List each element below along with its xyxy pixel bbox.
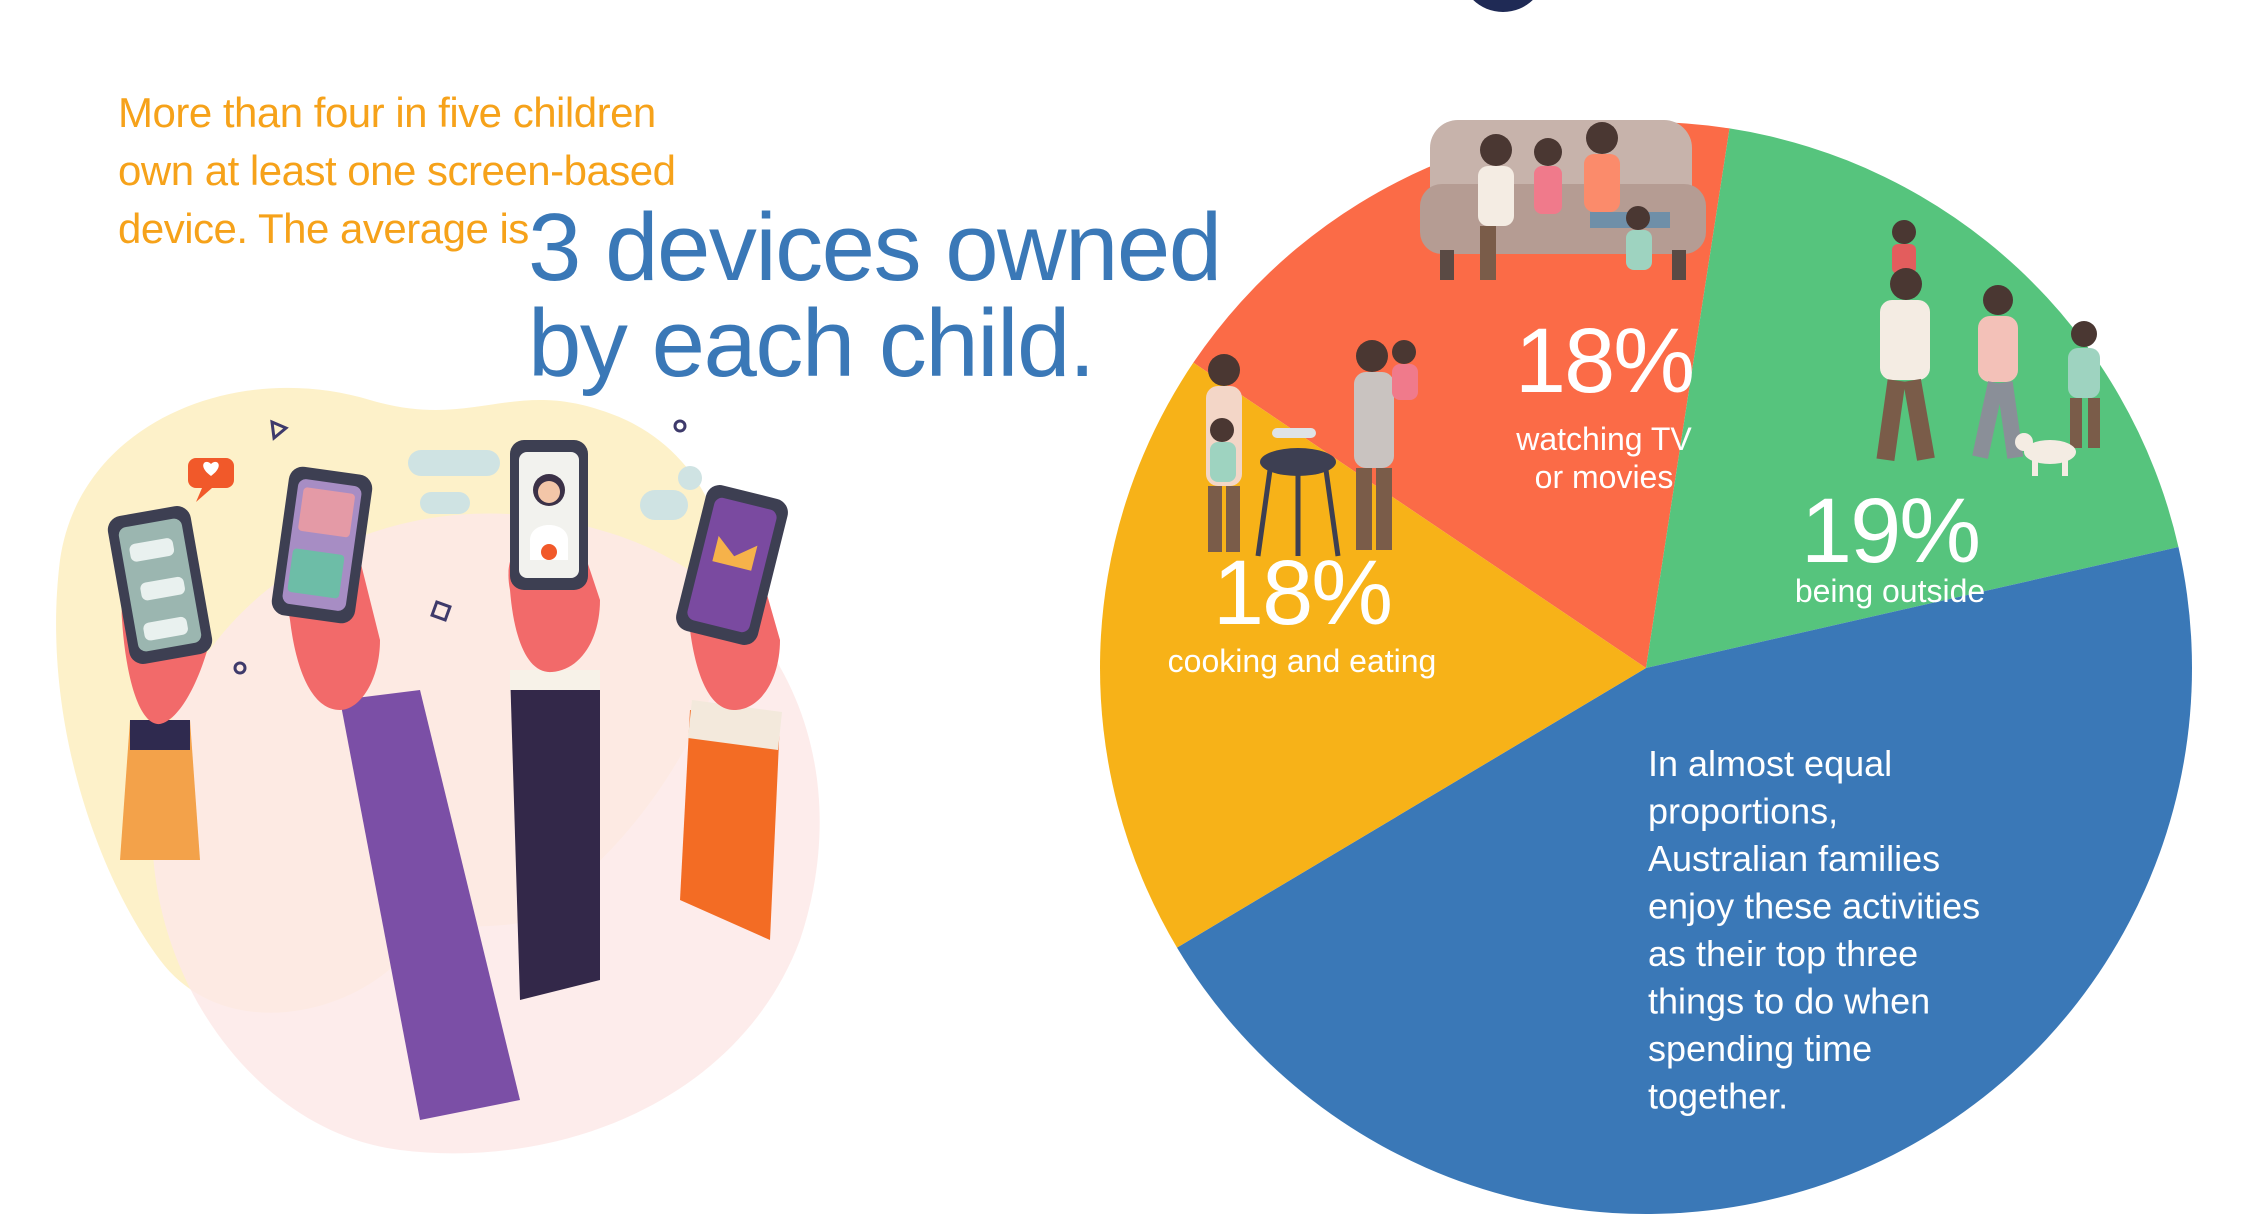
pie-annotation-line: things to do when: [1648, 981, 1930, 1022]
devices-stat: 3 devices owned by each child.: [528, 200, 1228, 392]
slice-category-label: watching TV: [1515, 421, 1692, 457]
intro-line: More than four in five children: [118, 89, 656, 136]
hands-holding-phones-icon: [56, 387, 820, 1154]
family-walking-dog-icon: [1876, 220, 2100, 476]
intro-text: More than four in five children own at l…: [118, 84, 738, 258]
intro-line: device. The average is: [118, 205, 529, 252]
slice-category-label: cooking and eating: [1168, 643, 1437, 679]
pie-annotation-line: proportions,: [1648, 791, 1838, 832]
slice-value-label: 19%: [1801, 480, 1979, 582]
pie-annotation-line: enjoy these activities: [1648, 886, 1980, 927]
slice-category-label: being outside: [1795, 573, 1985, 609]
pie-slice-other: [1177, 547, 2193, 1215]
slice-value-label: 18%: [1515, 310, 1693, 412]
slice-value-label: 18%: [1213, 542, 1391, 644]
family-barbecue-icon: [1206, 340, 1418, 557]
pie-annotation-line: as their top three: [1648, 933, 1918, 974]
devices-stat-line: 3 devices owned: [528, 194, 1222, 301]
intro-line: own at least one screen-based: [118, 147, 676, 194]
devices-stat-line: by each child.: [528, 290, 1096, 397]
slice-category-label: or movies: [1535, 459, 1674, 495]
pie-annotation-line: In almost equal: [1648, 743, 1892, 784]
family-on-sofa-icon: [1420, 120, 1706, 280]
pie-annotation-line: together.: [1648, 1076, 1788, 1117]
pie-slice-watching-tv-or-movies: [1193, 121, 1730, 668]
pie-annotation-line: Australian families: [1648, 838, 1940, 879]
pie-annotation-line: spending time: [1648, 1028, 1872, 1069]
